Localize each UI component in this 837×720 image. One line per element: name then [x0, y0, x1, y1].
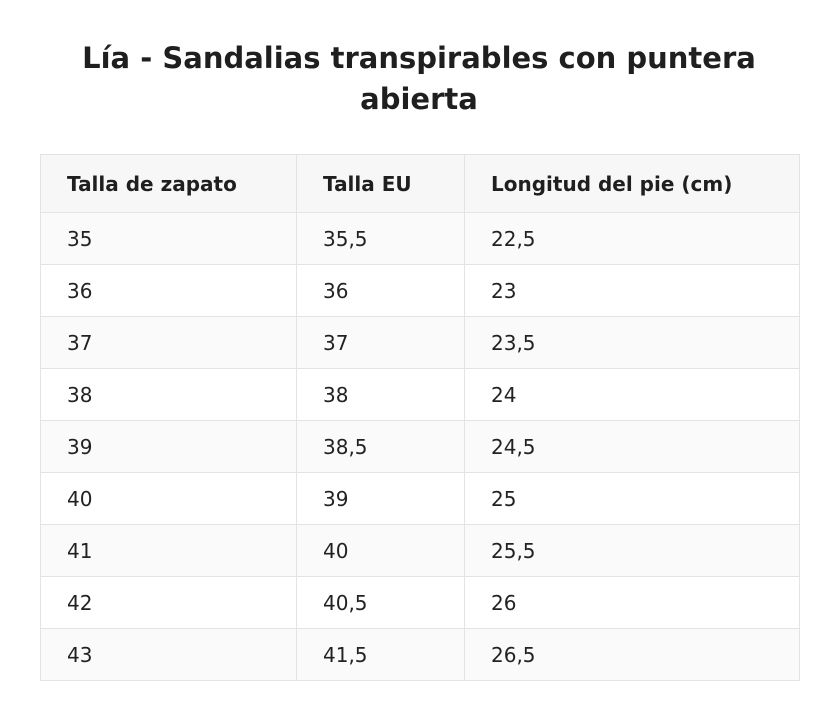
- table-body: 35 35,5 22,5 36 36 23 37 37 23,5 38 38 2…: [40, 212, 800, 681]
- cell-shoe-size: 38: [40, 368, 297, 421]
- cell-foot-length: 23: [464, 264, 800, 317]
- table-header: Talla de zapato Talla EU Longitud del pi…: [40, 154, 800, 213]
- table-row: 43 41,5 26,5: [40, 628, 800, 681]
- cell-shoe-size: 43: [40, 628, 297, 681]
- cell-foot-length: 24,5: [464, 420, 800, 473]
- cell-eu-size: 36: [296, 264, 465, 317]
- table-row: 36 36 23: [40, 264, 800, 317]
- table-row: 38 38 24: [40, 368, 800, 421]
- cell-foot-length: 23,5: [464, 316, 800, 369]
- size-table: Talla de zapato Talla EU Longitud del pi…: [40, 154, 800, 681]
- cell-eu-size: 38,5: [296, 420, 465, 473]
- cell-foot-length: 26: [464, 576, 800, 629]
- cell-shoe-size: 35: [40, 212, 297, 265]
- cell-eu-size: 41,5: [296, 628, 465, 681]
- cell-eu-size: 37: [296, 316, 465, 369]
- cell-shoe-size: 37: [40, 316, 297, 369]
- header-row: Talla de zapato Talla EU Longitud del pi…: [40, 154, 800, 213]
- cell-shoe-size: 40: [40, 472, 297, 525]
- table-row: 42 40,5 26: [40, 576, 800, 629]
- cell-eu-size: 40: [296, 524, 465, 577]
- cell-foot-length: 25,5: [464, 524, 800, 577]
- cell-foot-length: 26,5: [464, 628, 800, 681]
- cell-eu-size: 40,5: [296, 576, 465, 629]
- cell-foot-length: 24: [464, 368, 800, 421]
- cell-eu-size: 38: [296, 368, 465, 421]
- cell-shoe-size: 39: [40, 420, 297, 473]
- table-row: 41 40 25,5: [40, 524, 800, 577]
- table-row: 40 39 25: [40, 472, 800, 525]
- cell-shoe-size: 42: [40, 576, 297, 629]
- page-title: Lía - Sandalias transpirables con punter…: [82, 41, 756, 116]
- cell-shoe-size: 41: [40, 524, 297, 577]
- header-foot-length: Longitud del pie (cm): [464, 154, 800, 213]
- header-eu-size: Talla EU: [296, 154, 465, 213]
- cell-eu-size: 39: [296, 472, 465, 525]
- table-row: 35 35,5 22,5: [40, 212, 800, 265]
- header-shoe-size: Talla de zapato: [40, 154, 297, 213]
- cell-eu-size: 35,5: [296, 212, 465, 265]
- cell-foot-length: 22,5: [464, 212, 800, 265]
- table-row: 39 38,5 24,5: [40, 420, 800, 473]
- table-row: 37 37 23,5: [40, 316, 800, 369]
- cell-shoe-size: 36: [40, 264, 297, 317]
- cell-foot-length: 25: [464, 472, 800, 525]
